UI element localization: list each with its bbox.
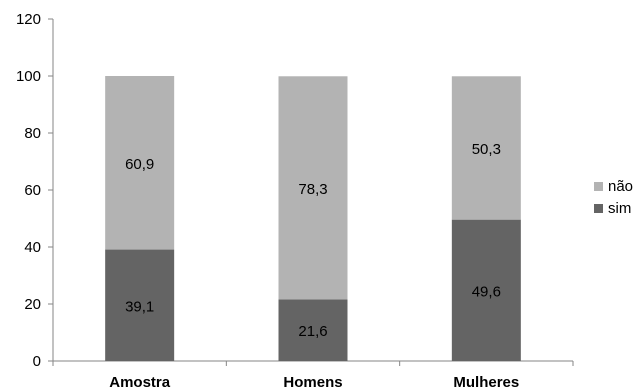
bar-não-homens (278, 76, 348, 300)
y-tick-label: 80 (24, 125, 41, 142)
bar-não-amostra (105, 76, 175, 250)
data-label: 39,1 (125, 298, 154, 315)
x-tick-label: Mulheres (453, 374, 519, 391)
data-label: 60,9 (125, 156, 154, 173)
bar-sim-homens (278, 299, 348, 361)
bars: 39,1 60,9 21,6 78,3 49,6 50,3 (105, 76, 521, 361)
bar-não-mulheres (451, 76, 521, 220)
y-tick-label: 100 (16, 68, 41, 85)
legend-swatch-sim (594, 204, 603, 213)
legend-label-não: não (608, 178, 633, 195)
legend-swatch-não (594, 182, 603, 191)
y-tick-label: 120 (16, 11, 41, 28)
data-label: 78,3 (298, 181, 327, 198)
y-tick-label: 40 (24, 239, 41, 256)
axes: 0 20 40 60 80 100 120 Amostra Homens Mulheres (16, 11, 574, 391)
x-tick-label: Amostra (109, 374, 171, 391)
bar-sim-amostra (105, 249, 175, 361)
y-tick-label: 0 (33, 353, 41, 370)
legend: não sim (594, 178, 633, 217)
bar-sim-mulheres (451, 219, 521, 361)
data-label: 21,6 (298, 323, 327, 340)
y-tick-label: 20 (24, 296, 41, 313)
x-tick-label: Homens (283, 374, 342, 391)
legend-label-sim: sim (608, 200, 631, 217)
y-tick-label: 60 (24, 182, 41, 199)
data-label: 49,6 (472, 283, 501, 300)
data-label: 50,3 (472, 141, 501, 158)
